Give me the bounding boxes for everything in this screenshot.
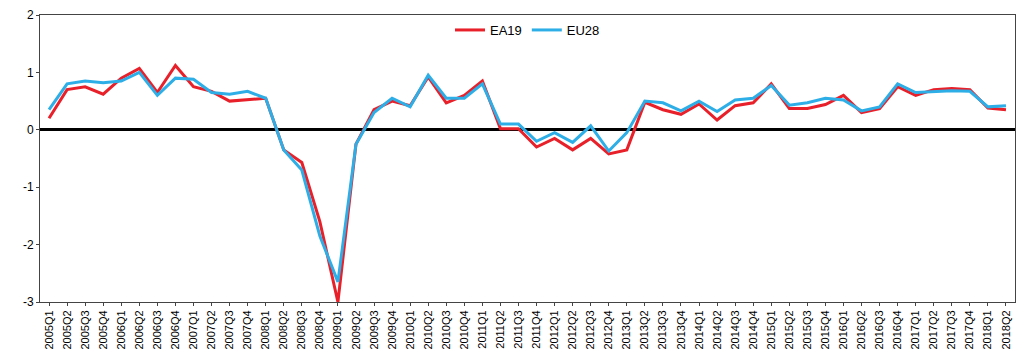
svg-text:2011Q1: 2011Q1 bbox=[476, 310, 488, 348]
svg-text:2006Q1: 2006Q1 bbox=[115, 310, 127, 349]
svg-text:2006Q3: 2006Q3 bbox=[151, 310, 163, 349]
svg-text:2006Q4: 2006Q4 bbox=[169, 310, 181, 349]
svg-text:2017Q4: 2017Q4 bbox=[963, 310, 975, 349]
svg-text:2007Q2: 2007Q2 bbox=[205, 310, 217, 349]
svg-text:2006Q2: 2006Q2 bbox=[133, 310, 145, 349]
svg-text:2011Q4: 2011Q4 bbox=[530, 310, 542, 348]
svg-text:2014Q1: 2014Q1 bbox=[693, 310, 705, 349]
svg-text:2008Q4: 2008Q4 bbox=[313, 310, 325, 349]
svg-text:2005Q4: 2005Q4 bbox=[97, 310, 109, 349]
svg-text:2013Q2: 2013Q2 bbox=[638, 310, 650, 349]
svg-text:2018Q2: 2018Q2 bbox=[1000, 310, 1012, 349]
svg-text:2014Q2: 2014Q2 bbox=[711, 310, 723, 349]
svg-text:2013Q4: 2013Q4 bbox=[675, 310, 687, 349]
svg-text:2009Q4: 2009Q4 bbox=[386, 310, 398, 349]
svg-text:2012Q1: 2012Q1 bbox=[548, 310, 560, 349]
svg-text:2015Q1: 2015Q1 bbox=[765, 310, 777, 349]
svg-text:2005Q2: 2005Q2 bbox=[61, 310, 73, 349]
svg-text:2010Q4: 2010Q4 bbox=[458, 310, 470, 349]
svg-text:2010Q1: 2010Q1 bbox=[404, 310, 416, 349]
svg-text:-3: -3 bbox=[23, 295, 34, 309]
svg-text:2012Q4: 2012Q4 bbox=[602, 310, 614, 349]
svg-text:2013Q3: 2013Q3 bbox=[656, 310, 668, 349]
svg-text:2016Q3: 2016Q3 bbox=[873, 310, 885, 349]
svg-text:2007Q3: 2007Q3 bbox=[223, 310, 235, 349]
svg-text:2017Q2: 2017Q2 bbox=[927, 310, 939, 349]
svg-text:2011Q3: 2011Q3 bbox=[512, 310, 524, 348]
svg-text:2005Q3: 2005Q3 bbox=[79, 310, 91, 349]
svg-text:2: 2 bbox=[27, 8, 34, 22]
svg-text:2015Q2: 2015Q2 bbox=[783, 310, 795, 349]
svg-text:EA19: EA19 bbox=[490, 23, 522, 38]
svg-text:2017Q1: 2017Q1 bbox=[909, 310, 921, 349]
svg-text:2016Q1: 2016Q1 bbox=[837, 310, 849, 349]
svg-text:2009Q1: 2009Q1 bbox=[331, 310, 343, 349]
svg-text:2010Q3: 2010Q3 bbox=[440, 310, 452, 349]
svg-text:2008Q2: 2008Q2 bbox=[277, 310, 289, 349]
svg-text:2007Q1: 2007Q1 bbox=[187, 310, 199, 349]
svg-text:2010Q2: 2010Q2 bbox=[422, 310, 434, 349]
svg-text:-1: -1 bbox=[23, 180, 34, 194]
svg-text:2014Q3: 2014Q3 bbox=[729, 310, 741, 349]
svg-text:2005Q1: 2005Q1 bbox=[43, 310, 55, 349]
svg-text:2013Q1: 2013Q1 bbox=[620, 310, 632, 349]
svg-text:2009Q3: 2009Q3 bbox=[368, 310, 380, 349]
svg-text:2015Q3: 2015Q3 bbox=[801, 310, 813, 349]
svg-text:2008Q3: 2008Q3 bbox=[295, 310, 307, 349]
svg-text:2017Q3: 2017Q3 bbox=[945, 310, 957, 349]
svg-text:EU28: EU28 bbox=[567, 23, 600, 38]
svg-text:2016Q4: 2016Q4 bbox=[891, 310, 903, 349]
svg-text:2015Q4: 2015Q4 bbox=[819, 310, 831, 349]
svg-text:2007Q4: 2007Q4 bbox=[241, 310, 253, 349]
svg-text:2009Q2: 2009Q2 bbox=[350, 310, 362, 349]
svg-text:2012Q3: 2012Q3 bbox=[584, 310, 596, 349]
svg-text:0: 0 bbox=[27, 123, 34, 137]
svg-text:2018Q1: 2018Q1 bbox=[981, 310, 993, 349]
svg-text:2014Q4: 2014Q4 bbox=[747, 310, 759, 349]
svg-text:2016Q2: 2016Q2 bbox=[855, 310, 867, 349]
svg-text:2012Q2: 2012Q2 bbox=[566, 310, 578, 349]
svg-text:2011Q2: 2011Q2 bbox=[494, 310, 506, 348]
svg-text:2008Q1: 2008Q1 bbox=[259, 310, 271, 349]
svg-text:-2: -2 bbox=[23, 238, 34, 252]
svg-text:1: 1 bbox=[27, 66, 34, 80]
